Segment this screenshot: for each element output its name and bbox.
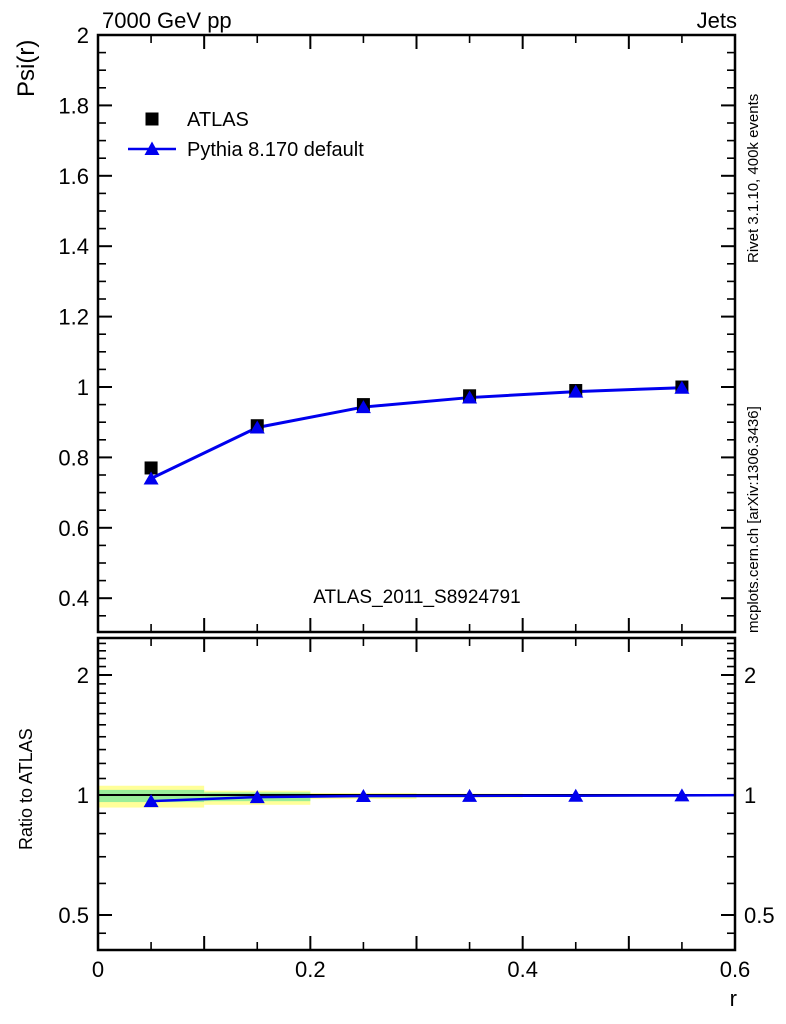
legend-atlas-marker — [145, 112, 159, 126]
analysis-title: Jets — [697, 8, 737, 33]
legend: ATLAS Pythia 8.170 default — [128, 109, 364, 161]
main-y-tick-label: 0.4 — [58, 586, 89, 611]
beam-title: 7000 GeV pp — [102, 8, 232, 33]
main-y-tick-label: 1.8 — [58, 93, 89, 118]
ratio-y-tick-label: 2 — [77, 663, 89, 688]
mc-data-marker — [355, 400, 371, 414]
x-tick-label: 0.6 — [720, 957, 751, 982]
mc-ratio-marker — [674, 788, 690, 802]
mc-ratio-marker — [355, 789, 371, 803]
mcplots-arxiv-note: mcplots.cern.ch [arXiv:1306.3436] — [745, 406, 762, 633]
mc-data-marker — [249, 420, 265, 434]
ratio-y-tick-label-right: 0.5 — [744, 903, 775, 928]
main-panel-frame — [96, 33, 737, 634]
ratio-panel-frame — [96, 636, 737, 952]
ratio-y-tick-label: 1 — [77, 783, 89, 808]
mc-data-marker — [674, 380, 690, 394]
mc-ratio-marker — [568, 788, 584, 802]
rivet-version-note: Rivet 3.1.10, 400k events — [745, 94, 762, 263]
main-y-axis-label: Psi(r) — [13, 40, 40, 97]
mc-data-marker — [462, 390, 478, 404]
axes-ticks: 0.4 0.6 0.8 1 1.2 1.4 1.6 1.8 2 0.5 0.5 1 1 2 2 0 0.2 0.4… — [58, 23, 774, 982]
x-tick-label: 0.4 — [507, 957, 538, 982]
ratio-y-tick-label: 0.5 — [58, 903, 89, 928]
main-y-tick-label: 1.4 — [58, 234, 89, 259]
main-y-tick-label: 1 — [77, 375, 89, 400]
main-y-tick-label: 0.8 — [58, 445, 89, 470]
atlas-data-marker — [144, 461, 158, 475]
mc-data-marker — [143, 471, 159, 485]
mc-data-marker — [568, 384, 584, 398]
analysis-id-watermark: ATLAS_2011_S8924791 — [313, 587, 520, 608]
main-y-tick-label: 1.6 — [58, 164, 89, 189]
mc-ratio-marker — [143, 794, 159, 808]
legend-mc-marker — [144, 141, 160, 155]
mc-ratio-marker — [249, 790, 265, 804]
mc-line — [150, 386, 682, 480]
x-axis-label: r — [730, 986, 737, 1011]
x-tick-label: 0 — [92, 957, 104, 982]
main-y-tick-label: 1.2 — [58, 305, 89, 330]
ratio-y-axis-label: Ratio to ATLAS — [16, 728, 36, 850]
x-tick-label: 0.2 — [295, 957, 326, 982]
mc-ratio-marker — [462, 788, 478, 802]
data-series — [143, 380, 736, 808]
main-y-tick-label: 0.6 — [58, 516, 89, 541]
main-y-tick-label: 2 — [77, 23, 89, 48]
ratio-y-tick-label-right: 2 — [744, 663, 756, 688]
ratio-y-tick-label-right: 1 — [744, 783, 756, 808]
legend-atlas-label: ATLAS — [187, 109, 249, 131]
legend-mc-label: Pythia 8.170 default — [187, 139, 364, 161]
